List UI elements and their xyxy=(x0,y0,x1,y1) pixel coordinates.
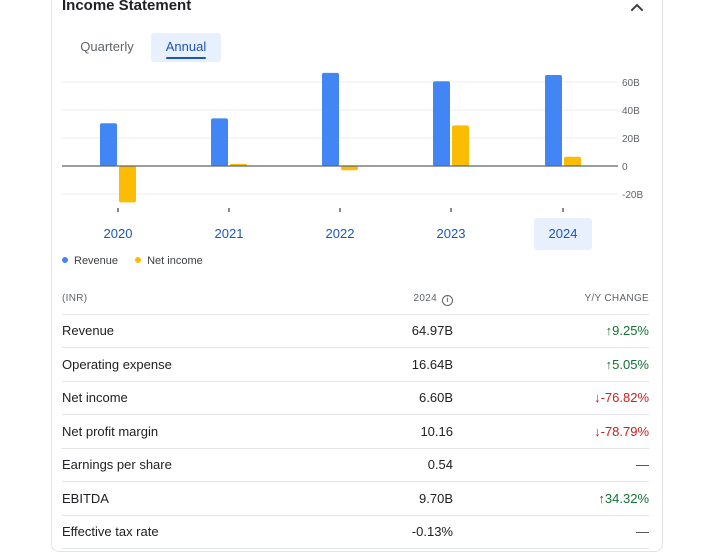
row-change: — xyxy=(636,524,649,539)
row-label: Revenue xyxy=(62,323,115,338)
row-change-value: — xyxy=(636,524,649,539)
selected-tab-indicator xyxy=(166,57,206,59)
x-category-label[interactable]: 2023 xyxy=(437,226,466,241)
y-tick-label: 40B xyxy=(622,106,640,117)
y-tick-label: 60B xyxy=(622,78,640,89)
column-header-year-label: 2024 xyxy=(413,293,437,304)
arrow-down-icon: ↓ xyxy=(594,390,601,405)
row-change: ↑5.05% xyxy=(606,357,649,372)
row-change: ↑34.32% xyxy=(598,491,649,506)
row-label: Earnings per share xyxy=(62,457,172,472)
row-change: — xyxy=(636,457,649,472)
chevron-up-icon[interactable] xyxy=(627,0,647,18)
row-label: Operating expense xyxy=(62,356,172,372)
row-change-value: -76.82% xyxy=(600,390,649,405)
chart-legend: Revenue Net income xyxy=(62,255,217,267)
arrow-up-icon: ↑ xyxy=(598,490,605,506)
column-header-currency: (INR) xyxy=(62,293,88,304)
net-income-bar xyxy=(452,125,469,166)
table-row: EBITDA 9.70B ↑34.32% xyxy=(62,482,649,516)
column-header-year: 2024 i xyxy=(414,293,453,306)
column-header-change: Y/Y CHANGE xyxy=(584,293,649,304)
row-change: ↓-78.79% xyxy=(594,424,649,439)
net-income-bar xyxy=(119,166,136,203)
row-change: ↑9.25% xyxy=(606,323,649,338)
revenue-bar xyxy=(322,72,339,166)
row-value: 9.70B xyxy=(419,490,453,506)
revenue-dot-icon xyxy=(62,257,68,263)
row-change-value: 34.32% xyxy=(604,490,649,506)
card-title: Income Statement xyxy=(62,0,192,14)
x-category-label[interactable]: 2021 xyxy=(215,226,244,241)
row-label: EBITDA xyxy=(62,490,109,506)
y-tick-label: 20B xyxy=(622,134,640,145)
revenue-bar xyxy=(433,81,450,166)
table-row: Revenue 64.97B ↑9.25% xyxy=(62,314,649,348)
y-tick-label: -20B xyxy=(622,190,643,201)
table-header: (INR) 2024 i Y/Y CHANGE xyxy=(62,290,649,315)
net-income-bar xyxy=(341,166,358,171)
row-value: 16.64B xyxy=(411,356,453,372)
row-value: 0.54 xyxy=(427,457,453,472)
legend-item-revenue: Revenue xyxy=(62,255,118,267)
row-change-value: 9.25% xyxy=(612,323,649,338)
arrow-down-icon: ↓ xyxy=(594,423,601,439)
row-change: ↓-76.82% xyxy=(594,390,649,405)
row-value: -0.13% xyxy=(411,524,453,539)
row-change-value: 5.05% xyxy=(612,356,649,372)
row-label: Effective tax rate xyxy=(62,524,159,539)
x-category-label[interactable]: 2024 xyxy=(549,226,578,241)
tab-annual[interactable]: Annual xyxy=(151,33,221,62)
net-income-bar xyxy=(564,156,581,166)
row-label: Net income xyxy=(62,390,128,405)
table-row: Operating expense 16.64B ↑5.05% xyxy=(62,348,649,382)
arrow-up-icon: ↑ xyxy=(605,323,613,338)
row-value: 64.97B xyxy=(411,323,453,338)
net-income-dot-icon xyxy=(135,257,142,263)
tab-quarterly[interactable]: Quarterly xyxy=(80,39,134,54)
revenue-bar xyxy=(100,123,117,166)
revenue-bar xyxy=(211,118,228,166)
selected-year-highlight xyxy=(534,218,592,250)
row-change-value: -78.79% xyxy=(600,423,649,439)
legend-label-revenue: Revenue xyxy=(74,255,119,267)
row-label: Net profit margin xyxy=(62,423,159,439)
table-row: Earnings per share 0.54 — xyxy=(62,448,649,482)
legend-item-net-income: Net income xyxy=(135,255,203,267)
income-chart: 60B 40B 20B 0 -20B 2020 2021 2022 2023 2024 xyxy=(62,72,643,250)
table-row: Net profit margin 10.16 ↓-78.79% xyxy=(62,415,649,449)
revenue-bar xyxy=(545,75,562,166)
y-tick-label: 0 xyxy=(622,162,628,173)
row-change-value: — xyxy=(636,457,649,472)
table-row: Effective tax rate -0.13% — xyxy=(62,515,649,549)
tab-annual-label: Annual xyxy=(165,39,207,54)
table-row: Net income 6.60B ↓-76.82% xyxy=(62,381,649,415)
arrow-up-icon: ↑ xyxy=(605,356,613,372)
x-category-label[interactable]: 2020 xyxy=(104,226,133,241)
row-value: 6.60B xyxy=(419,390,453,405)
row-value: 10.16 xyxy=(420,423,453,439)
legend-label-net-income: Net income xyxy=(147,255,203,267)
info-icon[interactable]: i xyxy=(442,295,453,306)
x-category-label[interactable]: 2022 xyxy=(326,226,355,241)
